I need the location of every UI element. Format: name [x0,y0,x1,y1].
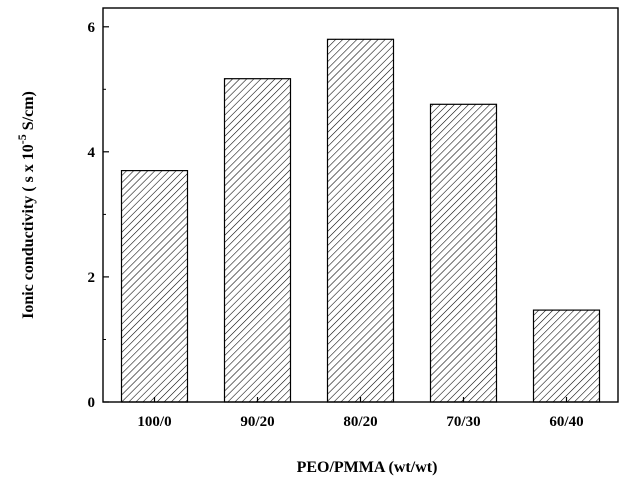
y-label-main: Ionic conductivity ( s x 10 [20,144,37,319]
bar-100-0 [120,170,189,403]
y-tick-label: 4 [88,145,96,161]
bar-60-40 [532,309,601,403]
bars-group [120,38,601,403]
y-tick-label: 6 [88,20,96,36]
plot-frame [102,7,619,403]
x-tick-label: 60/40 [549,414,583,430]
x-axis-label: PEO/PMMA (wt/wt) [297,459,438,476]
y-label-exponent: -5 [15,134,29,144]
y-tick-label: 0 [88,395,96,411]
y-axis-ticks: 0 2 4 6 [88,20,109,411]
x-tick-label: 100/0 [137,414,171,430]
x-tick-label: 80/20 [343,414,377,430]
y-tick-label: 2 [88,270,96,286]
x-axis-ticks: 100/0 90/20 80/20 70/30 60/40 [137,397,584,430]
y-label-unit: S/cm) [20,91,37,134]
bar-70-30 [429,103,498,403]
bar-80-20 [326,38,395,403]
y-axis-label: Ionic conductivity ( s x 10-5 S/cm) [15,91,37,319]
x-tick-label: 70/30 [446,414,480,430]
bar-90-20 [223,78,292,403]
x-tick-label: 90/20 [240,414,274,430]
